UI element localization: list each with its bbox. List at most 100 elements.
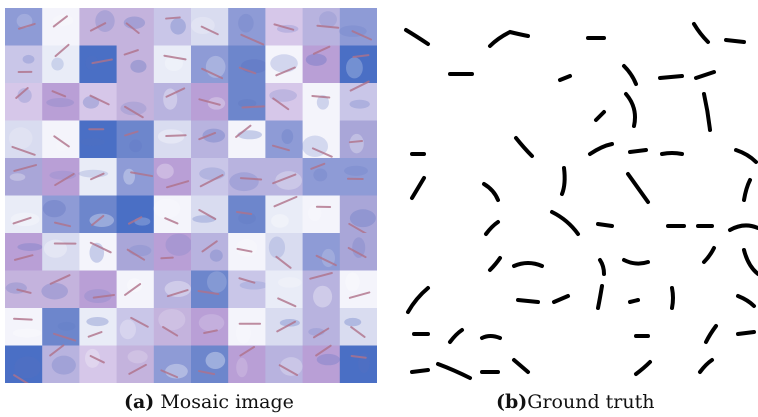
mosaic-tile: [79, 308, 118, 346]
mosaic-bacillus: [89, 22, 107, 32]
mosaic-bacillus: [52, 332, 77, 342]
mosaic-bacillus: [130, 171, 154, 178]
bacillus-stroke: [404, 28, 430, 46]
mosaic-bacillus: [91, 214, 105, 227]
mosaic-tile: [79, 195, 118, 234]
mosaic-tile: [339, 83, 377, 121]
mosaic-texture: [237, 130, 263, 140]
mosaic-bacillus: [49, 344, 65, 357]
bacillus-stroke: [634, 360, 652, 376]
mosaic-bacillus: [91, 58, 113, 65]
mosaic-bacillus: [275, 255, 292, 269]
mosaic-tile: [42, 8, 80, 46]
mosaic-texture: [170, 18, 186, 35]
bacillus-stroke: [512, 358, 530, 374]
mosaic-tile: [191, 195, 229, 234]
mosaic-tile: [116, 120, 155, 159]
bacillus-stroke: [692, 22, 710, 44]
bacillus-stroke: [734, 148, 758, 164]
mosaic-bacillus: [348, 222, 369, 236]
mosaic-texture: [22, 54, 35, 64]
mosaic-tile: [42, 345, 80, 383]
mosaic-tile: [228, 233, 266, 271]
bacillus-stroke: [702, 246, 716, 264]
mosaic-bacillus: [92, 293, 116, 299]
mosaic-bacillus: [271, 144, 290, 152]
mosaic-bacillus: [347, 246, 367, 259]
mosaic-texture: [12, 328, 42, 338]
mosaic-bacillus: [201, 67, 224, 80]
mosaic-texture: [271, 214, 289, 228]
mosaic-texture: [229, 172, 259, 192]
mosaic-bacillus: [203, 329, 218, 334]
mosaic-bacillus: [123, 49, 139, 56]
mosaic-bacillus: [278, 364, 299, 376]
mosaic-tile: [5, 83, 43, 121]
mosaic-tile: [265, 45, 304, 84]
mosaic-image: [5, 8, 377, 383]
bacillus-stroke: [594, 110, 606, 122]
mosaic-texture: [95, 10, 115, 32]
mosaic-bacillus: [273, 195, 298, 208]
bacillus-stroke: [698, 358, 714, 374]
bacillus-stroke: [724, 38, 746, 44]
mosaic-tile: [302, 308, 341, 346]
mosaic-bacillus: [89, 241, 112, 254]
mosaic-tile: [191, 233, 229, 271]
mosaic-tile: [228, 308, 266, 346]
mosaic-tile: [339, 45, 377, 84]
mosaic-bacillus: [89, 354, 105, 364]
mosaic-texture: [345, 272, 360, 292]
mosaic-tile: [228, 270, 266, 309]
mosaic-bacillus: [272, 173, 297, 185]
mosaic-bacillus: [126, 248, 146, 261]
mosaic-texture: [119, 319, 136, 340]
mosaic-bacillus: [311, 94, 331, 99]
mosaic-bacillus: [165, 134, 187, 138]
bacillus-stroke: [702, 92, 712, 132]
mosaic-bacillus: [238, 66, 257, 75]
mosaic-tile: [79, 120, 118, 159]
bacillus-stroke: [514, 136, 534, 158]
mosaic-texture: [319, 11, 337, 28]
bacillus-stroke: [588, 142, 614, 156]
mosaic-bacillus: [160, 256, 174, 260]
bacillus-stroke: [516, 298, 540, 304]
mosaic-bacillus: [350, 355, 367, 359]
bacillus-stroke: [598, 258, 606, 276]
caption-a-text: Mosaic image: [160, 391, 294, 413]
mosaic-bacillus: [165, 180, 190, 189]
mosaic-tile: [5, 45, 43, 84]
mosaic-tile: [42, 158, 80, 196]
mosaic-tile: [265, 270, 304, 309]
mosaic-bacillus: [238, 277, 256, 284]
mosaic-tile: [116, 345, 155, 383]
mosaic-texture: [153, 198, 181, 219]
mosaic-bacillus: [239, 346, 256, 357]
mosaic-tile: [191, 8, 229, 46]
mosaic-tile: [116, 8, 155, 46]
mosaic-bacillus: [163, 54, 187, 61]
mosaic-tile: [5, 308, 43, 346]
mosaic-bacillus: [200, 25, 219, 36]
mosaic-texture: [126, 278, 143, 293]
mosaic-tile: [339, 120, 377, 159]
mosaic-texture: [158, 308, 186, 331]
mosaic-tile: [339, 195, 377, 234]
mosaic-image-panel: [5, 8, 377, 383]
mosaic-bacillus: [90, 172, 105, 181]
bacillus-stroke: [622, 258, 650, 266]
mosaic-tile: [153, 270, 192, 309]
mosaic-bacillus: [53, 221, 72, 228]
mosaic-bacillus: [235, 210, 253, 215]
mosaic-bacillus: [13, 254, 34, 261]
mosaic-bacillus: [87, 331, 103, 338]
mosaic-texture: [344, 317, 362, 327]
mosaic-tile: [302, 83, 341, 121]
caption-b-label: (b): [496, 391, 528, 413]
mosaic-texture: [205, 351, 226, 370]
mosaic-tile: [42, 83, 80, 121]
mosaic-texture: [123, 168, 135, 185]
mosaic-texture: [51, 355, 76, 375]
mosaic-texture: [17, 243, 43, 251]
